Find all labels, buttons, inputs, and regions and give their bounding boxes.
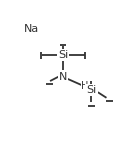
Text: H: H xyxy=(81,80,88,90)
Text: Na: Na xyxy=(24,24,39,33)
Text: N: N xyxy=(59,72,67,82)
Text: Si: Si xyxy=(58,50,68,60)
Text: Si: Si xyxy=(86,85,96,95)
